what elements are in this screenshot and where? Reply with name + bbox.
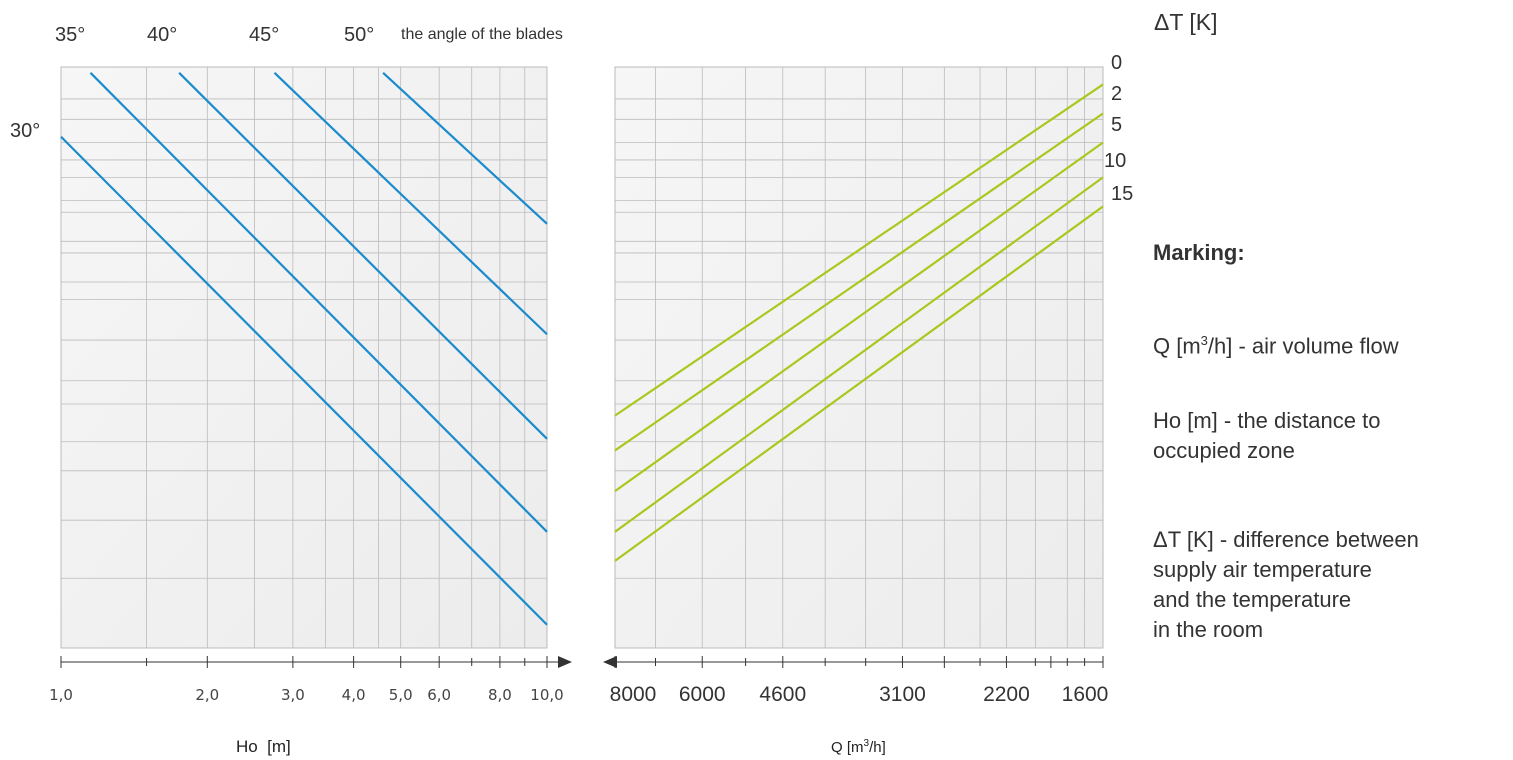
right-panel-bg bbox=[614, 66, 1104, 649]
ho-tick-label: 5,0 bbox=[389, 686, 413, 704]
dt-line-5 bbox=[614, 141, 1104, 493]
right-panel bbox=[614, 66, 1104, 649]
angle-label-30: 30° bbox=[10, 120, 40, 142]
legend-ho-line1: Ho [m] - the distance to bbox=[1153, 408, 1381, 433]
ho-tick-label: 4,0 bbox=[342, 686, 366, 704]
q-tick-label: 1600 bbox=[1062, 683, 1109, 706]
legend-dt-line4: in the room bbox=[1153, 617, 1264, 642]
q-axis-title-sup: 3 bbox=[864, 738, 870, 749]
q-axis-title: Q [m3/h] bbox=[831, 738, 886, 756]
legend-q-prefix: Q [m bbox=[1153, 333, 1201, 359]
left-panel bbox=[60, 66, 548, 649]
legend-q-suffix: /h] - air volume flow bbox=[1207, 333, 1399, 359]
dt-label-15: 15 bbox=[1111, 183, 1133, 205]
ho-axis-title: Ho [m] bbox=[236, 737, 291, 756]
ho-tick-label: 3,0 bbox=[281, 686, 305, 704]
dt-line-0 bbox=[614, 83, 1104, 417]
legend-ho-line2: occupied zone bbox=[1153, 438, 1295, 463]
dt-label-2: 2 bbox=[1111, 83, 1122, 105]
angle-label-45: 45° bbox=[249, 24, 279, 46]
ho-tick-label: 2,0 bbox=[195, 686, 219, 704]
q-axis-title-end: /h] bbox=[869, 739, 886, 756]
blade-angle-line-50 bbox=[382, 72, 548, 225]
dt-line-2 bbox=[614, 112, 1104, 452]
ho-tick-label: 8,0 bbox=[488, 686, 512, 704]
legend-dt-line1: ΔT [K] - difference between bbox=[1153, 527, 1419, 552]
legend-dt-line2: supply air temperature bbox=[1153, 557, 1372, 582]
q-tick-label: 6000 bbox=[679, 683, 726, 706]
q-tick-label: 2200 bbox=[983, 683, 1030, 706]
q-tick-label: 3100 bbox=[879, 683, 926, 706]
dt-header: ΔT [K] bbox=[1154, 9, 1218, 35]
dt-label-5: 5 bbox=[1111, 114, 1122, 136]
angle-header: the angle of the blades bbox=[401, 26, 563, 43]
angle-label-40: 40° bbox=[147, 24, 177, 46]
q-tick-label: 8000 bbox=[610, 683, 657, 706]
q-axis-title-main: Q [m bbox=[831, 739, 864, 756]
dt-label-10: 10 bbox=[1104, 150, 1126, 172]
q-axis-arrow bbox=[603, 656, 617, 668]
left-panel-bg bbox=[60, 66, 548, 649]
ho-tick-label: 6,0 bbox=[427, 686, 451, 704]
ho-tick-label: 1,0 bbox=[49, 686, 73, 704]
dt-label-0: 0 bbox=[1111, 52, 1122, 74]
legend-q: Q [m3/h] - air volume flow bbox=[1153, 326, 1513, 361]
legend-title: Marking: bbox=[1153, 240, 1245, 265]
ho-axis-arrow bbox=[558, 656, 572, 668]
q-tick-label: 4600 bbox=[759, 683, 806, 706]
blade-angle-line-40 bbox=[178, 72, 548, 440]
legend-dt-line3: and the temperature bbox=[1153, 587, 1352, 612]
angle-label-35: 35° bbox=[55, 24, 85, 46]
dt-line-15 bbox=[614, 205, 1104, 562]
ho-axis: 1,0 2,0 3,0 4,0 5,0 6,0 8,0 10,0 bbox=[49, 656, 572, 704]
ho-tick-label: 10,0 bbox=[530, 686, 563, 704]
q-axis: 8000 6000 4600 3100 2200 1600 bbox=[603, 656, 1108, 706]
legend-q-sup: 3 bbox=[1200, 333, 1208, 348]
blade-angle-line-30 bbox=[60, 135, 548, 626]
dt-line-10 bbox=[614, 176, 1104, 533]
blade-angle-line-45 bbox=[273, 72, 548, 336]
blade-angle-line-35 bbox=[89, 72, 548, 533]
angle-label-50: 50° bbox=[344, 24, 374, 46]
